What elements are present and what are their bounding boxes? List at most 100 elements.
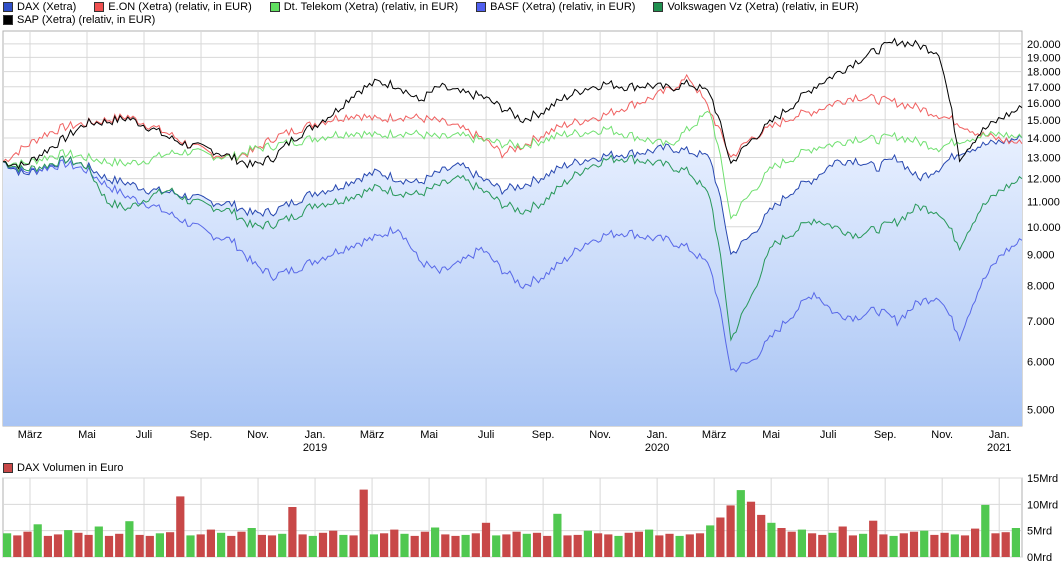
- series-line-3: [2, 159, 1023, 373]
- volume-bar: [726, 505, 735, 557]
- volume-bar: [64, 530, 73, 557]
- volume-bar: [217, 532, 226, 557]
- legend-item-r1-1[interactable]: E.ON (Xetra) (relativ, in EUR): [94, 1, 252, 13]
- legend-row-1: DAX (Xetra) E.ON (Xetra) (relativ, in EUR…: [3, 1, 877, 15]
- volume-bar: [757, 514, 766, 557]
- volume-bar: [257, 534, 266, 557]
- volume-bar: [267, 535, 277, 557]
- volume-bar: [196, 534, 205, 557]
- volume-bar: [125, 521, 134, 557]
- volume-bar: [451, 535, 460, 557]
- volume-bar: [848, 535, 857, 557]
- legend-label: E.ON (Xetra) (relativ, in EUR): [108, 1, 252, 13]
- vol-y-tick-label: 15Mrd: [1027, 473, 1058, 485]
- volume-bar: [176, 496, 185, 557]
- volume-bar: [899, 533, 908, 557]
- volume-bar: [797, 529, 806, 557]
- volume-bar: [594, 533, 603, 557]
- volume-bar: [166, 532, 175, 557]
- volume-bar: [84, 534, 93, 557]
- volume-bar: [634, 531, 643, 557]
- legend-item-r1-0[interactable]: DAX (Xetra): [3, 1, 76, 13]
- volume-bar: [950, 534, 959, 557]
- main-x-axis: März Mai Juli Sep. Nov. Jan. März Mai Juli Sep. No…: [18, 429, 1012, 454]
- legend-swatch: [3, 15, 13, 25]
- volume-bar: [186, 535, 195, 557]
- volume-bar: [522, 533, 531, 557]
- series-line-4: [2, 154, 1023, 342]
- volume-bar: [736, 490, 745, 557]
- x-month-label: Mai: [762, 429, 780, 441]
- legend-row-2: SAP (Xetra) (relativ, in EUR): [3, 14, 173, 28]
- volume-bar: [838, 526, 847, 557]
- volume-bar: [135, 534, 144, 557]
- x-month-label: Jan.: [989, 429, 1010, 441]
- volume-bar: [318, 532, 328, 557]
- volume-bar: [227, 535, 236, 557]
- volume-bar: [492, 535, 501, 557]
- x-month-label: Jan.: [647, 429, 668, 441]
- y-tick-label: 18.000: [1027, 67, 1061, 79]
- x-month-label: Nov.: [931, 429, 953, 441]
- legend-item-r2-0[interactable]: SAP (Xetra) (relativ, in EUR): [3, 14, 155, 26]
- volume-bar: [369, 534, 378, 557]
- volume-bar: [991, 533, 1000, 557]
- volume-bar: [155, 533, 164, 557]
- volume-bar: [573, 534, 582, 557]
- volume-bar: [889, 535, 898, 557]
- series-area-dax: [3, 135, 1022, 426]
- volume-legend-label: DAX Volumen in Euro: [17, 462, 124, 474]
- y-tick-label: 11.000: [1027, 197, 1060, 209]
- volume-y-axis: 15Mrd 10Mrd 5Mrd 0Mrd: [1027, 473, 1058, 564]
- y-tick-label: 12.000: [1027, 174, 1061, 186]
- volume-bar: [288, 507, 297, 557]
- volume-bar: [13, 535, 22, 557]
- x-year-label: 2019: [303, 442, 327, 454]
- volume-bar: [960, 535, 970, 557]
- volume-bar: [380, 533, 389, 557]
- volume-bars: [3, 489, 1020, 557]
- y-tick-label: 7.000: [1027, 316, 1055, 328]
- legend-label: Volkswagen Vz (Xetra) (relativ, in EUR): [667, 1, 859, 13]
- volume-bar: [553, 513, 562, 557]
- volume-bar: [339, 534, 348, 557]
- x-month-label: März: [702, 429, 726, 441]
- volume-bar: [206, 529, 215, 557]
- x-month-label: Sep.: [190, 429, 213, 441]
- volume-legend-item: DAX Volumen in Euro: [3, 462, 123, 474]
- vol-y-tick-label: 0Mrd: [1027, 552, 1052, 564]
- volume-bar: [981, 504, 990, 557]
- volume-bar: [818, 534, 827, 557]
- y-tick-label: 15.000: [1027, 115, 1061, 127]
- volume-bar: [420, 531, 429, 557]
- volume-bar: [329, 530, 338, 557]
- volume-bar: [390, 529, 399, 557]
- volume-bar: [359, 489, 368, 557]
- volume-bar: [920, 530, 929, 557]
- legend-swatch: [3, 2, 13, 12]
- y-tick-label: 13.000: [1027, 153, 1061, 165]
- legend-item-r1-3[interactable]: BASF (Xetra) (relativ, in EUR): [476, 1, 635, 13]
- series-line-5: [2, 37, 1023, 170]
- x-month-label: Jan.: [305, 429, 326, 441]
- y-tick-label: 5.000: [1027, 405, 1055, 417]
- legend-swatch: [653, 2, 664, 12]
- legend-item-r1-4[interactable]: Volkswagen Vz (Xetra) (relativ, in EUR): [653, 1, 859, 13]
- volume-bar: [471, 533, 480, 557]
- volume-legend: DAX Volumen in Euro: [3, 462, 141, 476]
- volume-bar: [400, 533, 409, 557]
- volume-bar: [767, 522, 776, 557]
- volume-bar: [604, 534, 613, 557]
- volume-bar: [583, 530, 592, 557]
- volume-bar: [563, 535, 572, 557]
- x-year-label: 2020: [645, 442, 669, 454]
- legend-item-r1-2[interactable]: Dt. Telekom (Xetra) (relativ, in EUR): [269, 1, 458, 13]
- y-tick-label: 9.000: [1027, 250, 1055, 262]
- volume-bar: [23, 531, 32, 557]
- x-month-label: März: [360, 429, 384, 441]
- x-month-label: Sep.: [874, 429, 897, 441]
- volume-bar: [879, 534, 888, 557]
- volume-bar: [706, 525, 715, 557]
